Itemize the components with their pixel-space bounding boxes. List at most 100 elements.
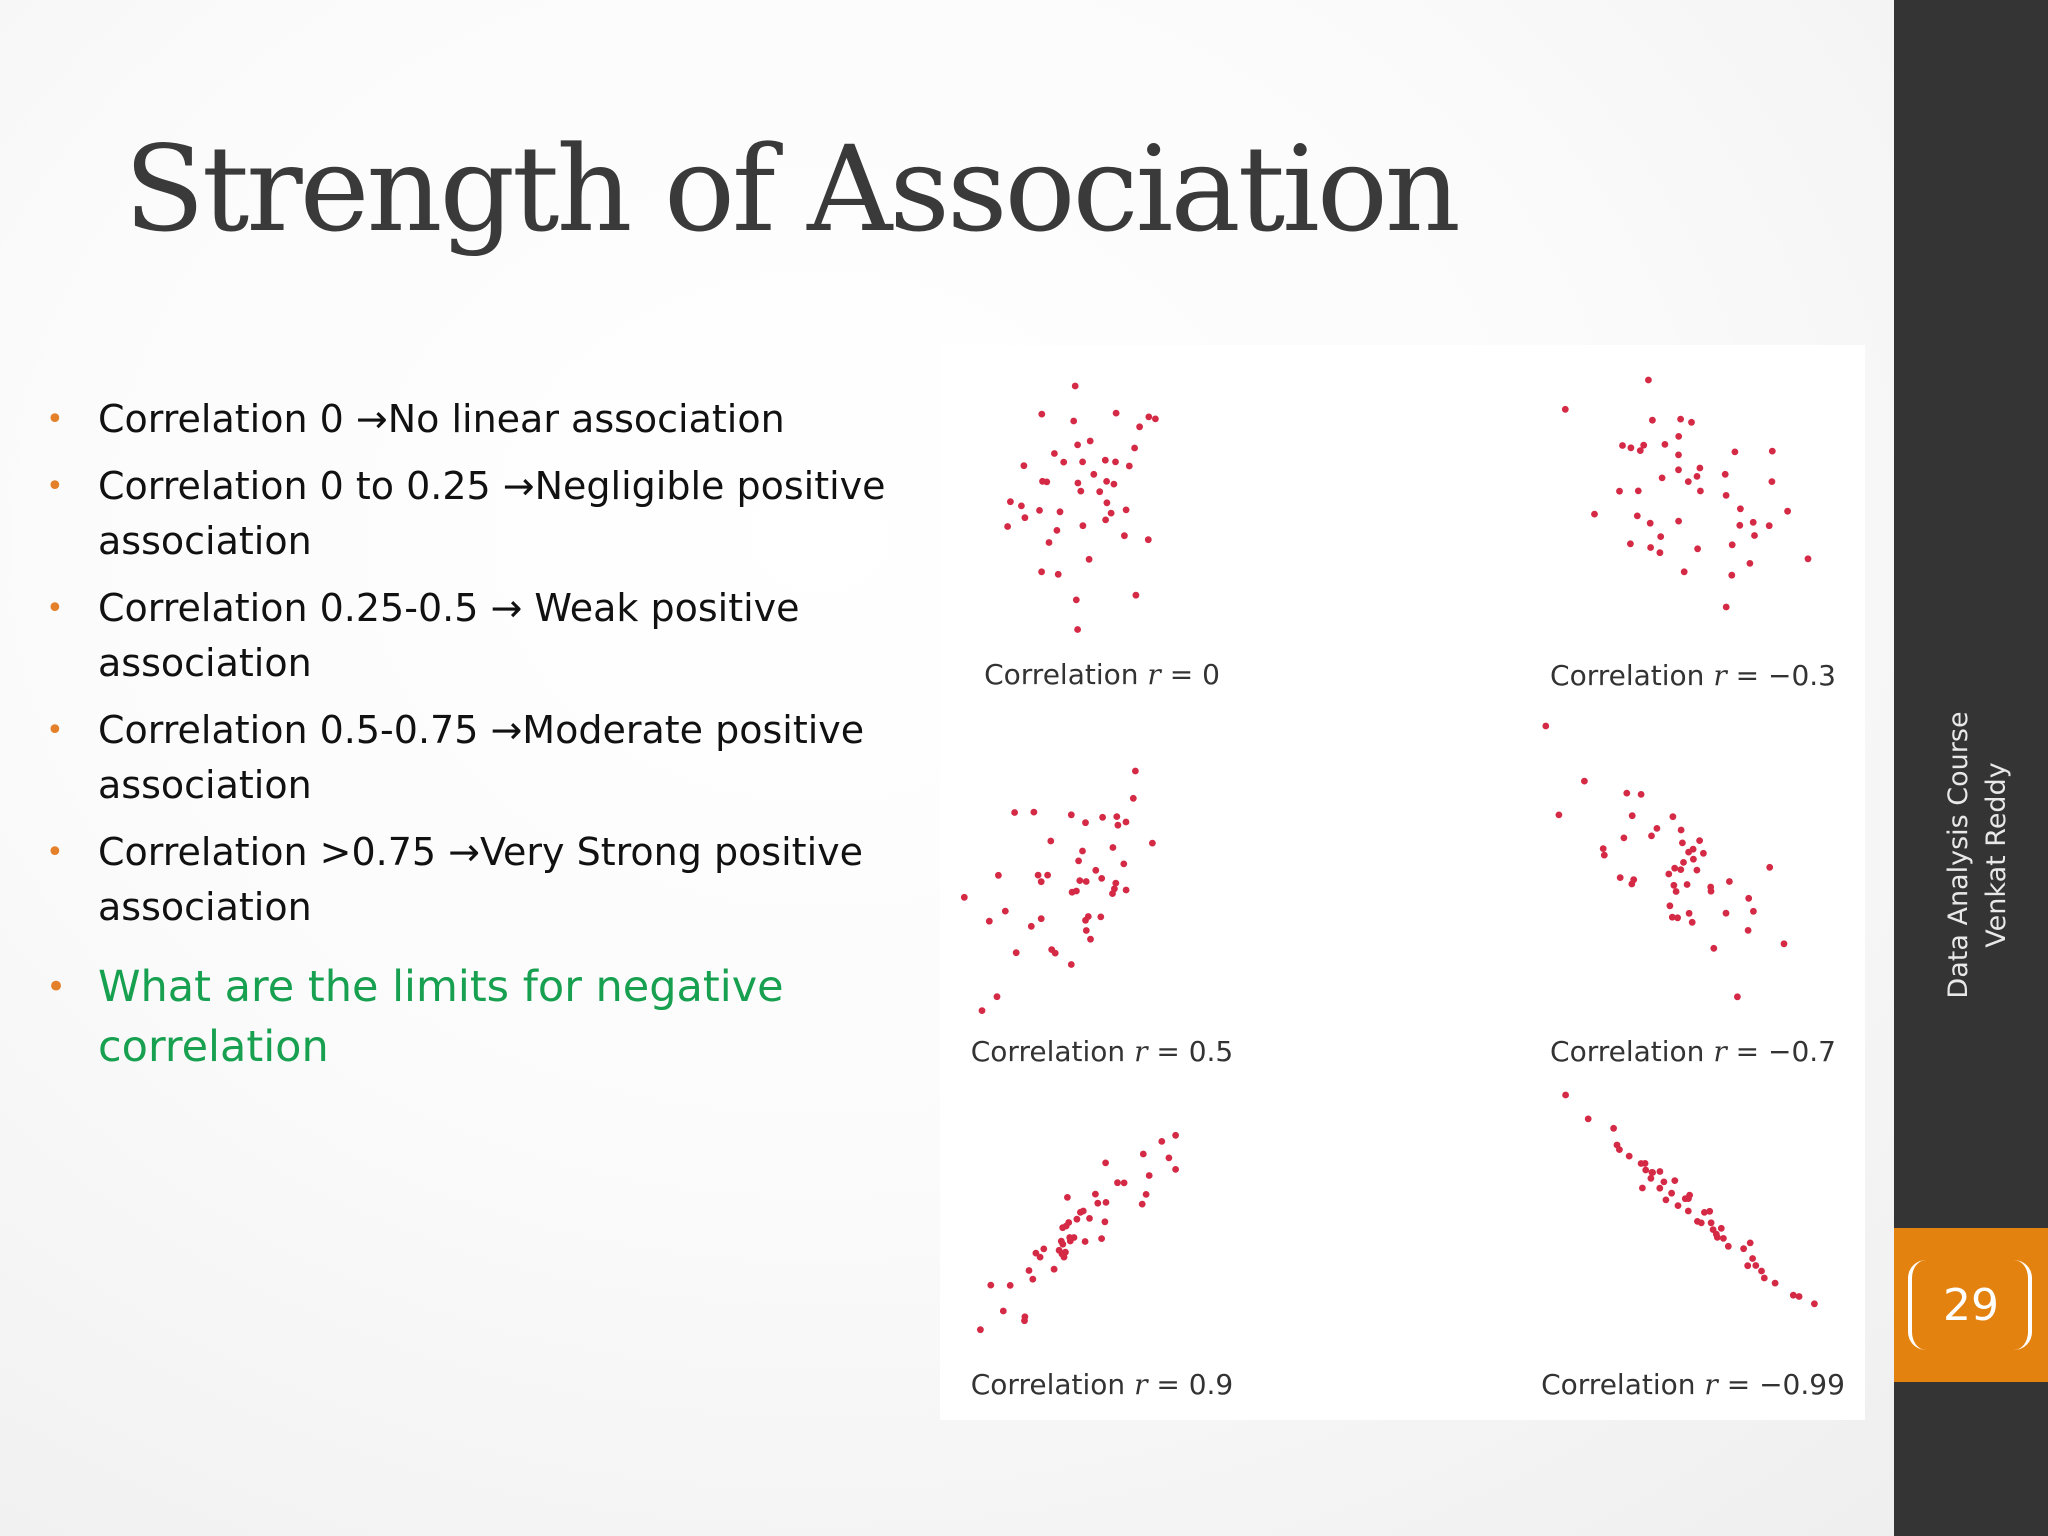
- scatter-point: [1752, 1262, 1760, 1269]
- bracket-icon: [1908, 1260, 2032, 1350]
- scatter-point: [1037, 915, 1045, 923]
- bullet-text: Correlation >0.75 →Very Strong positive …: [98, 830, 863, 929]
- scatter-point: [1079, 522, 1087, 530]
- scatter-point: [1648, 1169, 1656, 1176]
- scatter-point: [1696, 464, 1704, 472]
- bullet-item: • Correlation 0 →No linear association: [44, 392, 944, 447]
- scatter-point: [1092, 866, 1100, 874]
- scatter-point: [1668, 1189, 1675, 1197]
- scatter-point: [1760, 1274, 1768, 1282]
- scatter-point: [1690, 855, 1697, 863]
- scatter-point: [1640, 441, 1648, 449]
- scatter-point: [1045, 539, 1053, 546]
- scatter-point: [1132, 591, 1140, 599]
- scatter-point: [1701, 1209, 1708, 1216]
- scatter-point: [1610, 1124, 1617, 1132]
- scatter-point: [1696, 837, 1703, 844]
- scatter-point: [1677, 866, 1685, 873]
- scatter-caption-r-neg07: Correlation r = −0.7: [1550, 1035, 1836, 1068]
- scatter-point: [1112, 879, 1120, 887]
- scatter-point: [1619, 442, 1626, 449]
- scatter-point: [1693, 866, 1701, 874]
- scatter-point: [1142, 1191, 1150, 1198]
- scatter-point: [1666, 902, 1674, 910]
- scatter-point: [1648, 832, 1655, 840]
- scatter-point: [1740, 1245, 1747, 1253]
- scatter-point: [1653, 825, 1661, 832]
- scatter-point: [1707, 1219, 1715, 1227]
- scatter-point: [1675, 433, 1683, 440]
- scatter-point: [1639, 1184, 1646, 1192]
- scatter-point: [1074, 626, 1081, 633]
- scatter-point: [1073, 1215, 1081, 1223]
- scatter-point: [1789, 1291, 1797, 1299]
- scatter-point: [1131, 444, 1138, 452]
- scatter-point: [1722, 909, 1730, 917]
- scatter-point: [1737, 505, 1744, 513]
- scatter-caption-r05: Correlation r = 0.5: [970, 1035, 1234, 1068]
- scatter-point: [1086, 437, 1094, 445]
- scatter-point: [1060, 458, 1068, 466]
- scatter-point: [1669, 813, 1677, 821]
- scatter-point: [1728, 541, 1736, 549]
- scatter-point: [1694, 1218, 1701, 1225]
- bullet-text: Correlation 0 →No linear association: [98, 397, 785, 441]
- scatter-point: [1720, 1235, 1727, 1242]
- scatter-point: [1001, 907, 1009, 915]
- scatter-point: [1101, 456, 1109, 464]
- scatter-point: [1129, 794, 1137, 802]
- scatter-point: [1039, 477, 1046, 485]
- scatter-point: [1075, 857, 1082, 865]
- scatter-point: [1636, 447, 1644, 454]
- scatter-point: [1149, 839, 1156, 847]
- scatter-point: [1071, 382, 1079, 390]
- bullet-list: • Correlation 0 →No linear association • C…: [44, 392, 944, 1089]
- scatter-point: [1074, 479, 1082, 487]
- scatter-point: [1670, 881, 1678, 889]
- scatter-point: [1613, 1141, 1621, 1149]
- scatter-point: [1060, 1253, 1068, 1261]
- scatter-point: [1079, 847, 1086, 855]
- scatter-point: [1096, 488, 1104, 496]
- scatter-point: [1731, 448, 1739, 456]
- scatter-point: [1751, 532, 1758, 539]
- scatter-point: [1102, 1159, 1109, 1167]
- bullet-item: • Correlation 0.25-0.5 → Weak positive as…: [44, 581, 944, 691]
- scatter-point: [1758, 1267, 1765, 1275]
- scatter-point: [1059, 1224, 1067, 1232]
- scatter-point: [1070, 417, 1078, 425]
- bullet-icon: •: [46, 835, 64, 870]
- scatter-point: [1038, 568, 1045, 576]
- scatter-point: [1623, 789, 1631, 797]
- scatter-point: [1677, 415, 1684, 423]
- scatter-point: [1671, 864, 1679, 872]
- scatter-point: [1056, 508, 1064, 516]
- scatter-point: [1040, 1245, 1048, 1253]
- scatter-point: [1053, 527, 1061, 534]
- scatter-point: [1746, 1239, 1754, 1247]
- scatter-point: [1681, 1195, 1689, 1203]
- scatter-point: [1717, 1224, 1725, 1232]
- scatter-point: [1051, 949, 1059, 957]
- scatter-point: [1804, 555, 1812, 563]
- scatter-point: [1721, 470, 1729, 478]
- scatter-point: [1087, 935, 1094, 943]
- scatter-point: [1007, 498, 1014, 506]
- scatter-point: [1112, 458, 1119, 466]
- scatter-point: [1780, 940, 1788, 948]
- scatter-point: [1027, 922, 1035, 930]
- page-number: 29: [1943, 1279, 1999, 1331]
- scatter-point: [1020, 462, 1028, 470]
- scatter-point: [1706, 1207, 1714, 1215]
- scatter-caption-r-neg03: Correlation r = −0.3: [1550, 659, 1836, 692]
- scatter-point: [1109, 890, 1116, 897]
- scatter-point: [1152, 415, 1159, 423]
- scatter-point: [1079, 458, 1086, 466]
- scatter-point: [1098, 1235, 1105, 1242]
- scatter-point: [1050, 1265, 1058, 1273]
- scatter-point: [1064, 1194, 1071, 1201]
- scatter-point: [1054, 570, 1062, 578]
- scatter-point: [1025, 1267, 1033, 1274]
- scatter-point: [1766, 863, 1774, 871]
- scatter-point: [1112, 409, 1120, 417]
